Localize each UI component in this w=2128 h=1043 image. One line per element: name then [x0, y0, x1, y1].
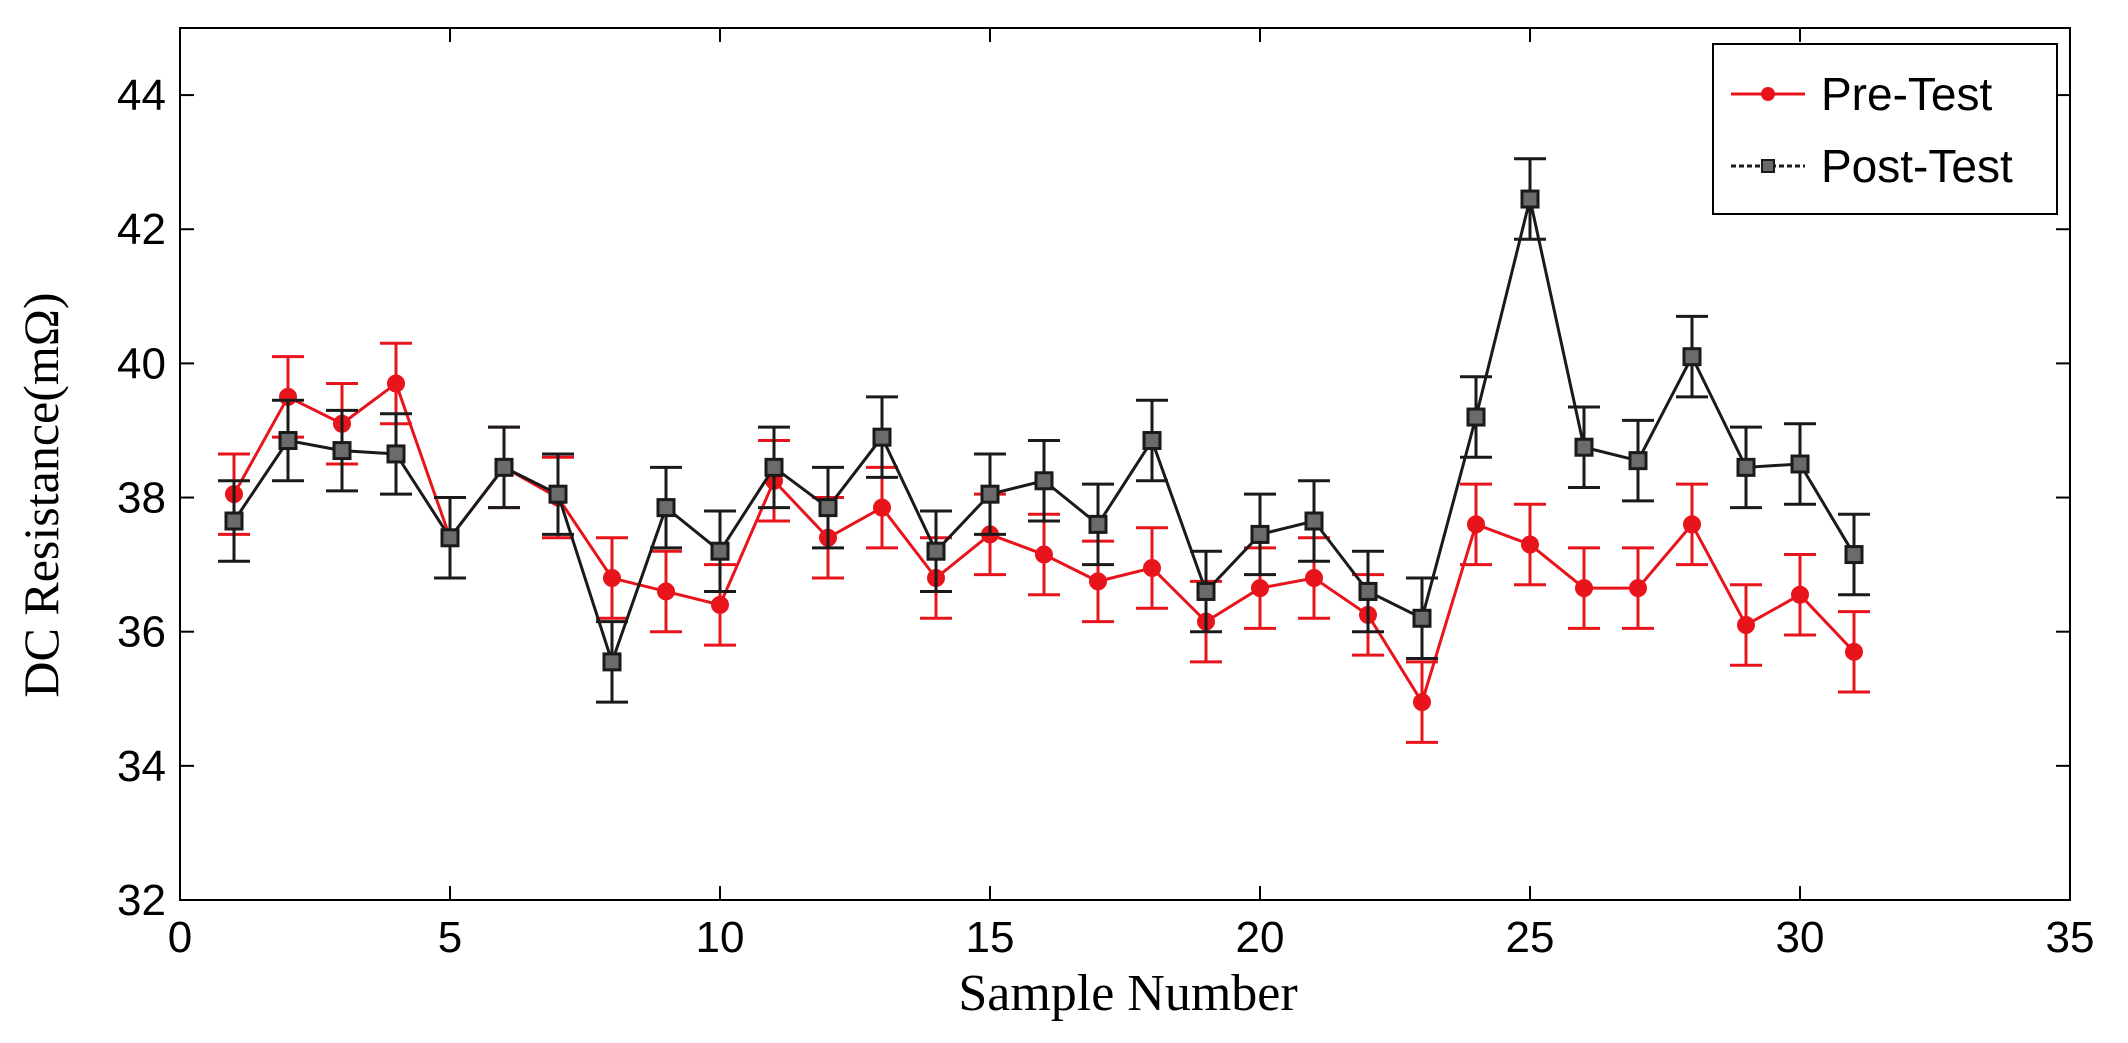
x-tick-label: 20	[1236, 913, 1285, 962]
y-tick-label: 38	[117, 474, 166, 523]
legend-marker	[1761, 87, 1775, 101]
legend-entry: Post-Test	[1731, 140, 2013, 192]
data-point	[1683, 515, 1701, 534]
y-axis-label: DC Resistance(mΩ)	[13, 292, 69, 697]
x-axis-label: Sample Number	[958, 965, 1297, 1022]
data-point	[1737, 615, 1755, 634]
data-point	[926, 541, 946, 561]
legend-label: Pre-Test	[1821, 68, 1992, 120]
x-tick-label: 0	[168, 913, 192, 962]
plot-area-border	[179, 27, 2071, 901]
x-tick-label: 5	[438, 913, 462, 962]
data-point	[386, 444, 406, 464]
series-post-test	[218, 157, 1870, 704]
data-point	[1845, 642, 1863, 661]
x-tick-label: 35	[2046, 913, 2095, 962]
data-point	[1790, 454, 1810, 474]
data-point	[872, 427, 892, 447]
data-point	[1628, 451, 1648, 471]
data-point	[1358, 581, 1378, 601]
data-point	[764, 457, 784, 477]
data-point	[1251, 579, 1269, 598]
legend-entry: Pre-Test	[1731, 68, 1992, 120]
data-point	[1791, 585, 1809, 604]
data-point	[494, 457, 514, 477]
legend-box	[1712, 43, 2058, 215]
data-point	[1467, 515, 1485, 534]
data-point	[656, 498, 676, 518]
y-tick-label: 42	[117, 205, 166, 254]
legend-label: Post-Test	[1821, 140, 2013, 192]
data-point	[710, 541, 730, 561]
data-point	[1629, 579, 1647, 598]
data-point	[1575, 579, 1593, 598]
y-tick-label: 32	[117, 876, 166, 925]
data-point	[1305, 569, 1323, 588]
data-point	[548, 484, 568, 504]
data-point	[602, 652, 622, 672]
data-point	[278, 431, 298, 451]
data-point	[332, 441, 352, 461]
data-point	[1034, 471, 1054, 491]
data-point	[1035, 545, 1053, 564]
data-point	[711, 595, 729, 614]
y-tick-label: 36	[117, 608, 166, 657]
y-tick-label: 34	[117, 742, 166, 791]
data-point	[1412, 608, 1432, 628]
data-point	[1250, 524, 1270, 544]
data-point	[440, 528, 460, 548]
data-point	[1682, 347, 1702, 367]
data-point	[603, 569, 621, 588]
data-point	[1088, 514, 1108, 534]
data-point	[1089, 572, 1107, 591]
data-point	[1142, 431, 1162, 451]
data-point	[1466, 407, 1486, 427]
data-point	[873, 498, 891, 517]
y-tick-label: 44	[117, 71, 166, 120]
x-tick-label: 30	[1776, 913, 1825, 962]
data-point	[980, 484, 1000, 504]
x-tick-label: 15	[966, 913, 1015, 962]
data-point	[1736, 457, 1756, 477]
data-point	[818, 498, 838, 518]
data-point	[224, 511, 244, 531]
data-point	[1574, 437, 1594, 457]
data-point	[1304, 511, 1324, 531]
data-point	[1196, 581, 1216, 601]
y-tick-label: 40	[117, 339, 166, 388]
x-tick-label: 10	[696, 913, 745, 962]
legend-marker	[1761, 159, 1775, 173]
data-point	[387, 374, 405, 393]
data-point	[1521, 535, 1539, 554]
x-tick-label: 25	[1506, 913, 1555, 962]
data-point	[1520, 189, 1540, 209]
data-point	[1413, 693, 1431, 712]
data-point	[1844, 545, 1864, 565]
data-point	[1143, 558, 1161, 577]
data-point	[657, 582, 675, 601]
